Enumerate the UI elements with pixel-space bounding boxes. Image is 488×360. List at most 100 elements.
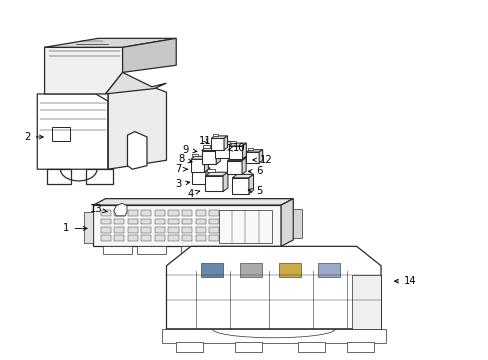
Polygon shape xyxy=(228,143,246,146)
Bar xyxy=(101,211,111,216)
Polygon shape xyxy=(212,134,218,136)
Polygon shape xyxy=(205,172,227,176)
Polygon shape xyxy=(192,154,198,156)
Bar xyxy=(239,263,261,277)
Bar xyxy=(83,212,93,243)
Polygon shape xyxy=(201,148,220,150)
Polygon shape xyxy=(248,174,253,194)
Bar xyxy=(101,219,111,225)
Polygon shape xyxy=(211,136,227,138)
Polygon shape xyxy=(232,178,248,194)
Bar xyxy=(127,227,138,233)
Polygon shape xyxy=(227,161,242,174)
Bar xyxy=(155,219,165,225)
Polygon shape xyxy=(93,199,293,205)
Bar xyxy=(182,227,192,233)
Polygon shape xyxy=(47,169,71,184)
Text: 5: 5 xyxy=(248,186,262,197)
Bar xyxy=(127,219,138,225)
Bar xyxy=(155,227,165,233)
Polygon shape xyxy=(44,39,176,47)
Polygon shape xyxy=(246,152,259,163)
Text: 14: 14 xyxy=(394,276,416,286)
Bar xyxy=(141,219,151,225)
Bar xyxy=(195,235,205,241)
Bar xyxy=(137,246,166,253)
Bar xyxy=(141,227,151,233)
Text: 2: 2 xyxy=(24,132,43,142)
Bar xyxy=(101,227,111,233)
Polygon shape xyxy=(204,156,208,172)
Polygon shape xyxy=(93,205,281,246)
Polygon shape xyxy=(201,150,216,164)
Text: 7: 7 xyxy=(175,164,187,174)
Bar xyxy=(114,211,124,216)
Polygon shape xyxy=(207,170,215,172)
Polygon shape xyxy=(242,143,246,159)
Polygon shape xyxy=(211,138,224,150)
Polygon shape xyxy=(215,141,233,144)
Bar xyxy=(182,219,192,225)
Polygon shape xyxy=(242,158,245,174)
Polygon shape xyxy=(105,72,166,94)
Polygon shape xyxy=(37,94,108,169)
Polygon shape xyxy=(203,145,209,148)
Bar xyxy=(114,227,124,233)
Text: 3: 3 xyxy=(175,179,189,189)
Bar xyxy=(209,219,219,225)
Bar xyxy=(114,235,124,241)
Bar xyxy=(293,209,302,238)
Bar xyxy=(176,342,203,352)
Polygon shape xyxy=(230,141,236,143)
Bar xyxy=(209,227,219,233)
Polygon shape xyxy=(127,132,147,169)
Text: 9: 9 xyxy=(183,145,197,155)
Polygon shape xyxy=(227,158,245,161)
Polygon shape xyxy=(190,159,204,172)
Polygon shape xyxy=(114,203,127,216)
Bar xyxy=(298,342,325,352)
Polygon shape xyxy=(205,176,223,192)
Polygon shape xyxy=(190,156,208,159)
Text: 12: 12 xyxy=(252,155,272,165)
Polygon shape xyxy=(166,246,380,329)
Polygon shape xyxy=(247,148,253,150)
Bar xyxy=(127,235,138,241)
Polygon shape xyxy=(281,199,293,246)
Bar xyxy=(278,263,300,277)
Text: 6: 6 xyxy=(248,166,262,176)
Bar xyxy=(195,227,205,233)
Bar xyxy=(200,263,222,277)
Bar xyxy=(209,211,219,216)
Bar xyxy=(114,219,124,225)
Polygon shape xyxy=(228,146,242,159)
Polygon shape xyxy=(224,136,227,150)
Polygon shape xyxy=(192,171,205,184)
Bar xyxy=(155,235,165,241)
Bar xyxy=(127,211,138,216)
Polygon shape xyxy=(246,150,262,152)
Polygon shape xyxy=(223,172,227,192)
Polygon shape xyxy=(122,39,176,72)
Polygon shape xyxy=(229,141,233,158)
Bar xyxy=(141,235,151,241)
Text: 8: 8 xyxy=(178,154,192,164)
Polygon shape xyxy=(205,168,209,184)
Bar xyxy=(141,211,151,216)
Polygon shape xyxy=(86,169,113,184)
Polygon shape xyxy=(193,166,200,168)
Polygon shape xyxy=(232,174,253,178)
Bar xyxy=(168,211,178,216)
Bar xyxy=(181,246,210,253)
Polygon shape xyxy=(233,171,241,174)
Bar xyxy=(182,211,192,216)
Bar xyxy=(346,342,373,352)
Polygon shape xyxy=(216,148,220,164)
Bar xyxy=(155,211,165,216)
Bar xyxy=(52,127,70,140)
Text: 10: 10 xyxy=(227,143,245,153)
Bar xyxy=(234,342,261,352)
Text: 11: 11 xyxy=(199,136,211,145)
Polygon shape xyxy=(161,329,385,343)
Text: 1: 1 xyxy=(63,224,87,233)
